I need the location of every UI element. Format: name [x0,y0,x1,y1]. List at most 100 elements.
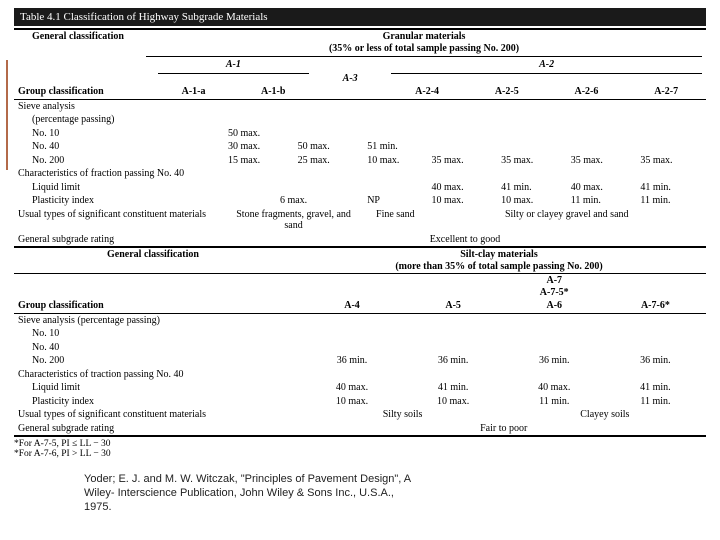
cell: 30 max. [224,140,294,154]
row-char2: Characteristics of traction passing No. … [14,368,301,382]
cell-usual-a2: Silty or clayey gravel and sand [427,208,706,233]
cell: 41 min. [636,181,706,195]
row-no200b: No. 200 [14,354,301,368]
row-sieve2: Sieve analysis (percentage passing) [14,314,301,328]
col-a24: A-2-4 [387,85,467,99]
row-pi2: Plasticity index [14,395,301,409]
cell: 36 min. [403,354,504,368]
cell: 36 min. [504,354,605,368]
rule [14,435,706,437]
col-a4: A-4 [301,299,402,313]
row-sieve-sub: (percentage passing) [14,113,224,127]
siltclay-header: Silt-clay materials (more than 35% of to… [292,248,706,273]
cell: 40 max. [504,381,605,395]
col-a1b: A-1-b [233,85,313,99]
cell: 15 max. [224,154,294,168]
lower-header: General classification Silt-clay materia… [14,248,706,273]
row-rating: General subgrade rating [14,233,224,247]
row-pi: Plasticity index [14,194,224,208]
footnote-2: *For A-7-6, PI > LL − 30 [14,449,706,459]
col-a27: A-2-7 [626,85,706,99]
cell: NP [363,194,427,208]
col-a25: A-2-5 [467,85,547,99]
cell [636,140,706,154]
row-char: Characteristics of fraction passing No. … [14,167,706,181]
row-no10b: No. 10 [14,327,301,341]
footnote-1: *For A-7-5, PI ≤ LL − 30 [14,439,706,449]
row-no10: No. 10 [14,127,224,141]
cell: 50 max. [224,127,294,141]
table-title: Table 4.1 Classification of Highway Subg… [14,8,706,26]
cell-rating: Excellent to good [224,233,706,247]
col-a1a: A-1-a [154,85,234,99]
cell: 10 max. [497,194,567,208]
cell [636,127,706,141]
a7-stack: A-7 A-7-5* [504,274,605,299]
cell [224,181,294,195]
cell-usual-a3: Fine sand [363,208,427,233]
cell [427,127,497,141]
a1-label: A-1 [154,58,313,72]
gen-class-label-2: General classification [14,248,292,273]
cell: 6 max. [224,194,363,208]
siltclay-sub: (more than 35% of total sample passing N… [395,261,602,272]
cell: 36 min. [605,354,706,368]
upper-data: Sieve analysis (percentage passing) No. … [14,100,706,247]
cell: 11 min. [605,395,706,409]
col-a6: A-6 [504,299,605,313]
a2-label: A-2 [387,58,706,72]
cell [363,181,427,195]
row-ll2: Liquid limit [14,381,301,395]
cell-silty: Silty soils [301,408,503,422]
cell: 25 max. [294,154,364,168]
row-no200: No. 200 [14,154,224,168]
cell: 35 max. [497,154,567,168]
cell: 11 min. [504,395,605,409]
cell: 11 min. [636,194,706,208]
cell: 51 min. [363,140,427,154]
gen-class-label: General classification [14,30,142,58]
cell [294,127,364,141]
upper-col-groups: A-1 A-2 A-3 Group classification A-1-a A… [14,58,706,99]
cell: 35 max. [567,154,637,168]
cell: 10 max. [363,154,427,168]
lower-data: Sieve analysis (percentage passing) No. … [14,314,706,436]
cell [363,127,427,141]
cell: 10 max. [301,395,402,409]
cell: 35 max. [427,154,497,168]
cell [427,140,497,154]
row-ll: Liquid limit [14,181,224,195]
cell: 40 max. [301,381,402,395]
cell-usual-a1: Stone fragments, gravel, and sand [224,208,363,233]
cell [567,140,637,154]
cell [294,181,364,195]
row-usual2: Usual types of significant constituent m… [14,408,301,422]
citation: Yoder; E. J. and M. W. Witczak, "Princip… [84,473,424,514]
cell-clayey: Clayey soils [504,408,706,422]
granular-header-text: Granular materials [383,31,466,42]
granular-sub: (35% or less of total sample passing No.… [329,43,519,54]
a3-label: A-3 [313,72,387,86]
row-sieve: Sieve analysis [14,100,224,114]
upper-table: General classification Granular material… [14,30,706,58]
cell: 41 min. [497,181,567,195]
granular-header: Granular materials (35% or less of total… [142,30,706,55]
cell: 41 min. [605,381,706,395]
cell: 10 max. [427,194,497,208]
col-a5: A-5 [403,299,504,313]
group-class-label-2: Group classification [14,274,301,313]
cell: 36 min. [301,354,402,368]
siltclay-text: Silt-clay materials [460,249,537,260]
cell: 50 max. [294,140,364,154]
cell: 40 max. [427,181,497,195]
a7-line1: A-7 [546,275,562,286]
cell-rating2: Fair to poor [301,422,706,436]
cell: 41 min. [403,381,504,395]
lower-cols: Group classification A-7 A-7-5* A-4 A-5 … [14,274,706,313]
cell: 11 min. [567,194,637,208]
group-class-label: Group classification [14,85,154,99]
col-a3 [313,85,387,99]
cell: 40 max. [567,181,637,195]
col-a76: A-7-6* [605,299,706,313]
cell: 10 max. [403,395,504,409]
